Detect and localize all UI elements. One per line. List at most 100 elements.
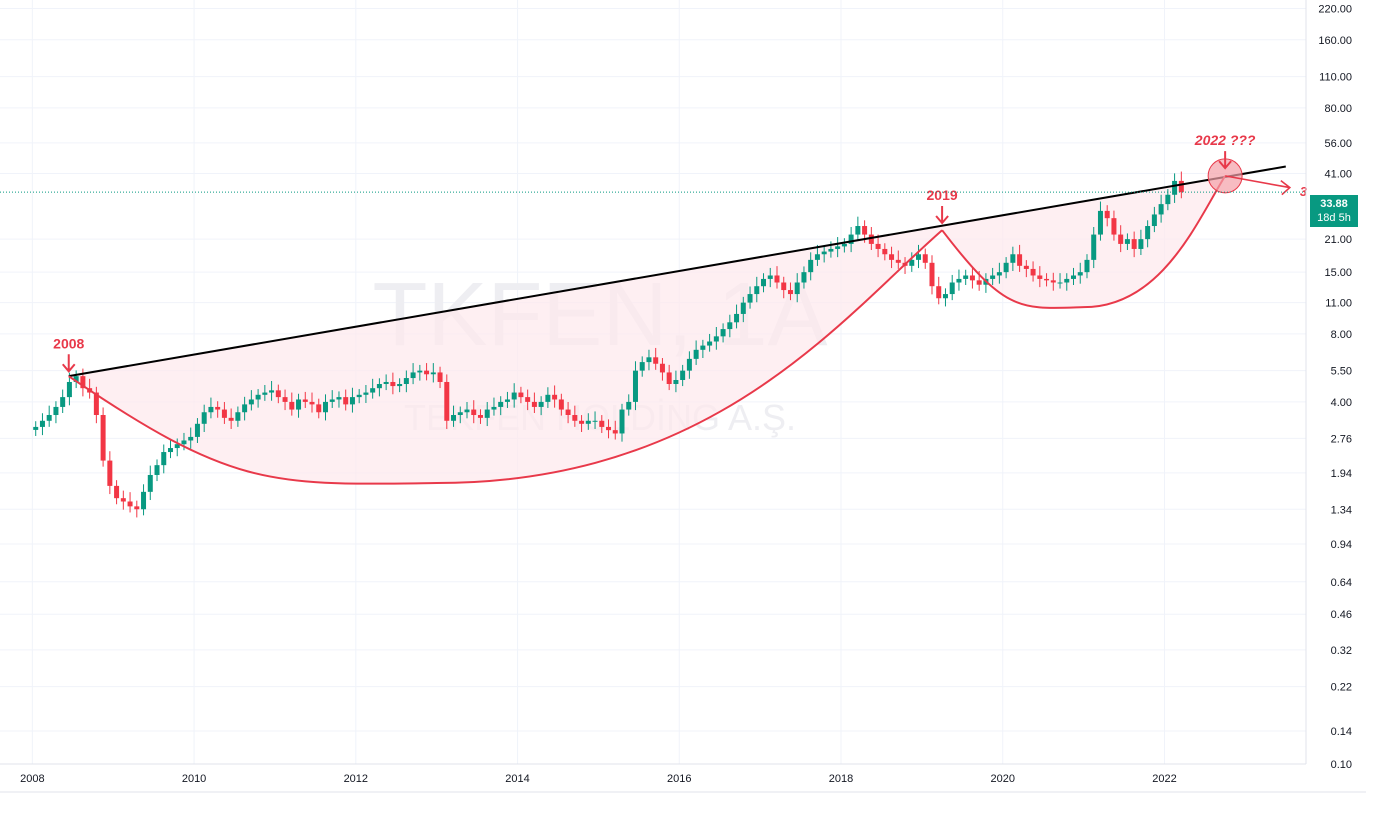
candle-body (477, 415, 483, 418)
price-tick-label: 11.00 (1325, 298, 1352, 310)
candle-body (491, 406, 497, 410)
candle-body (437, 372, 443, 382)
candle-body (66, 381, 72, 398)
candle-body (552, 394, 558, 400)
price-tick-label: 80.00 (1324, 103, 1352, 115)
candle-body (397, 384, 403, 387)
candle-body (242, 404, 248, 413)
time-tick-label: 2014 (505, 773, 529, 785)
candle-body (868, 234, 874, 244)
candle-body (73, 376, 79, 382)
candle-body (107, 460, 113, 486)
cup-curve-2019-2022[interactable] (941, 175, 1226, 309)
candle-body (1178, 180, 1184, 193)
candle-body (828, 248, 834, 252)
candle-body (188, 436, 194, 441)
candle-body (1084, 259, 1090, 273)
candle-body (60, 397, 66, 407)
price-axis[interactable]: 220.00 160.00 110.00 80.00 56.00 41.00 21.00 15… (1318, 4, 1352, 771)
candle-body (929, 262, 935, 287)
bar-countdown: 18d 5h (1317, 212, 1351, 224)
candle-body (282, 397, 288, 402)
candle-body (963, 275, 969, 279)
candle-body (430, 372, 436, 375)
candle-body (599, 420, 605, 427)
time-axis[interactable]: 2008 2010 2012 2014 2016 2018 2020 2022 (20, 773, 1177, 785)
candle-body (585, 420, 591, 424)
price-tick-label: 160.00 (1318, 35, 1352, 47)
candle-body (464, 409, 470, 413)
candle-body (538, 401, 544, 407)
candle-body (659, 363, 665, 373)
candle-body (349, 397, 355, 405)
candle-body (632, 370, 638, 402)
candle-body (1071, 275, 1077, 279)
candle-body (525, 397, 531, 402)
candles (33, 171, 1184, 518)
candle-body (471, 409, 477, 416)
candle-body (848, 234, 854, 244)
candle-body (740, 302, 746, 314)
candle-body (767, 275, 773, 279)
candle-body (653, 357, 659, 364)
candle-body (451, 415, 457, 421)
candle-body (181, 440, 187, 445)
price-tick-label: 110.00 (1319, 72, 1352, 84)
candle-body (1104, 210, 1110, 219)
time-tick-label: 2018 (829, 773, 853, 785)
candle-body (208, 406, 214, 413)
candle-body (814, 254, 820, 260)
candle-body (895, 259, 901, 263)
candle-body (720, 329, 726, 337)
candle-body (356, 394, 362, 398)
price-tick-label: 2.76 (1331, 433, 1352, 445)
candle-body (39, 420, 45, 427)
candle-body (289, 401, 295, 410)
candle-body (174, 444, 180, 449)
candle-body (565, 409, 571, 416)
candle-body (639, 362, 645, 371)
candle-body (936, 286, 942, 299)
candle-body (619, 409, 625, 434)
last-price-value: 33.88 (1320, 198, 1348, 210)
candle-body (1044, 278, 1050, 281)
resistance-trendline[interactable] (68, 165, 1286, 378)
candle-body (33, 426, 39, 430)
candle-body (855, 226, 861, 235)
candle-body (558, 399, 564, 410)
candle-body (518, 392, 524, 398)
candle-body (504, 399, 510, 402)
candle-body (1158, 204, 1164, 215)
candle-body (1003, 262, 1009, 273)
candle-body (100, 415, 106, 461)
candle-body (747, 294, 753, 303)
cup-curve-2008-2019[interactable] (68, 229, 943, 485)
candle-body (322, 401, 328, 413)
candle-body (606, 426, 612, 431)
candle-body (161, 452, 167, 466)
candle-body (329, 399, 335, 402)
price-tick-label: 1.94 (1331, 468, 1352, 480)
candle-body (1023, 265, 1029, 269)
candle-body (1118, 234, 1124, 244)
candle-body (363, 392, 369, 395)
candle-body (1165, 194, 1171, 205)
candle-body (889, 254, 895, 260)
price-tick-label: 8.00 (1331, 329, 1352, 341)
candle-body (727, 322, 733, 330)
candle-body (201, 412, 207, 424)
candle-body (410, 372, 416, 379)
annotation-arrows (61, 151, 1232, 373)
candle-body (154, 465, 160, 475)
candle-body (275, 390, 281, 398)
candle-body (1030, 268, 1036, 276)
candle-body (498, 401, 504, 407)
price-tick-label: 56.00 (1324, 138, 1352, 150)
candle-body (781, 282, 787, 291)
candle-body (835, 246, 841, 249)
candle-body (269, 390, 275, 393)
candle-body (969, 275, 975, 281)
annotation-arrow (935, 206, 949, 225)
annotation-2022: 2022 ??? (1194, 132, 1256, 148)
candle-body (484, 409, 490, 418)
